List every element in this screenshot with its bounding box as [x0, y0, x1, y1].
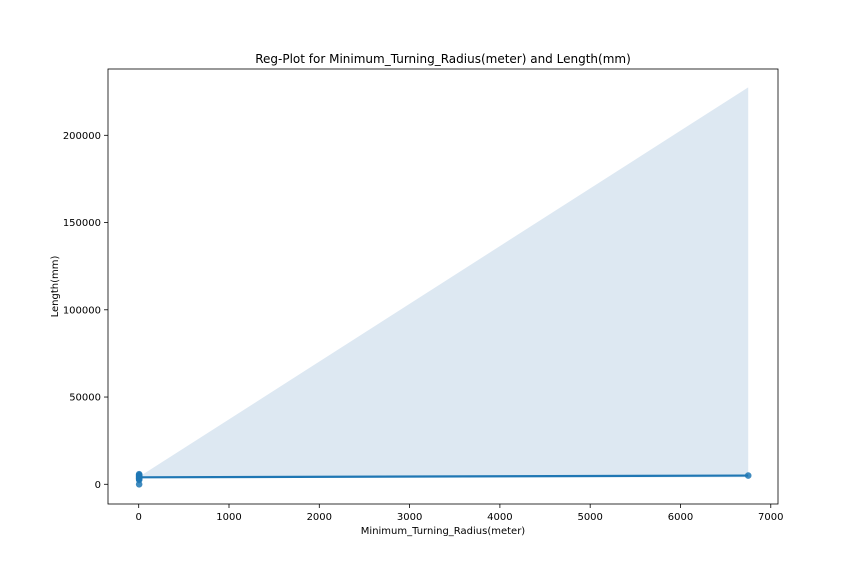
y-tick-label: 50000: [69, 393, 101, 404]
x-tick-label: 1000: [216, 512, 241, 523]
x-tick-label: 6000: [668, 512, 693, 523]
y-axis: 0 50000 100000 150000 200000: [63, 131, 108, 491]
y-tick-label: 100000: [63, 305, 101, 316]
x-tick-label: 7000: [758, 512, 783, 523]
x-axis: 0 1000 2000 3000 4000 5000 6000 7000: [136, 504, 784, 523]
regression-line: [139, 474, 749, 479]
x-tick-label: 5000: [577, 512, 602, 523]
x-tick-label: 0: [136, 512, 142, 523]
chart-title: Reg-Plot for Minimum_Turning_Radius(mete…: [255, 52, 631, 66]
plot-area: [107, 68, 779, 505]
x-tick-label: 4000: [487, 512, 512, 523]
y-tick-label: 200000: [63, 131, 101, 142]
scatter-point: [135, 480, 143, 488]
scatter-points-layer: [135, 470, 752, 488]
scatter-point: [744, 472, 752, 479]
y-tick-label: 0: [95, 480, 101, 491]
y-axis-label: Length(mm): [50, 256, 61, 318]
x-tick-label: 2000: [307, 512, 332, 523]
x-tick-label: 3000: [397, 512, 422, 523]
confidence-band: [139, 87, 749, 478]
regression-line-layer: [139, 474, 749, 479]
confidence-band-layer: [139, 87, 749, 478]
y-tick-label: 150000: [63, 218, 101, 229]
x-axis-label: Minimum_Turning_Radius(meter): [361, 526, 526, 537]
